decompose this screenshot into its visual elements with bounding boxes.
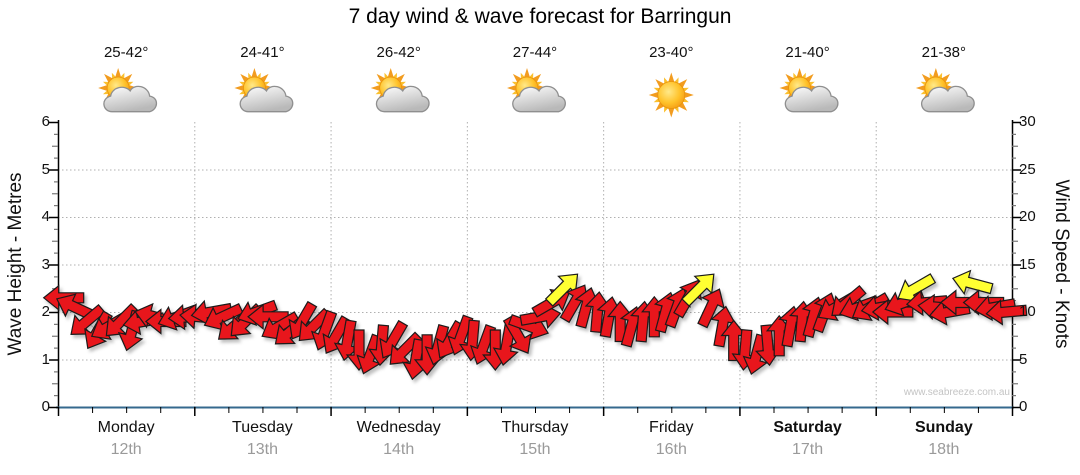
date-label: 18th — [928, 441, 960, 458]
wind-arrow-red — [469, 324, 497, 365]
wind-arrow-red — [105, 302, 140, 337]
wind-arrow-red — [247, 303, 289, 331]
wind-arrow-red — [356, 333, 383, 375]
date-label: 17th — [791, 441, 824, 458]
gridlines — [58, 122, 1012, 407]
partly-cloudy-icon — [98, 68, 158, 113]
wind-arrows — [42, 269, 1028, 381]
wind-arrow-red — [985, 299, 1028, 326]
partly-cloudy-icon — [507, 68, 566, 113]
wind-arrow-yellow — [951, 269, 994, 296]
right-axis-tick-label: 15 — [1019, 255, 1036, 273]
left-axis-tick-label: 5 — [41, 160, 50, 178]
wind-arrow-yellow — [681, 273, 715, 307]
left-axis-tick-label: 2 — [41, 303, 50, 320]
date-label: 15th — [519, 441, 551, 458]
day-label: Monday — [97, 419, 155, 436]
left-axis-tick-label: 6 — [41, 113, 50, 130]
wind-arrow-yellow — [897, 273, 937, 302]
right-axis-tick-label: 30 — [1019, 113, 1036, 130]
wind-arrow-red — [322, 315, 352, 354]
wind-arrow-red — [203, 303, 244, 331]
wind-arrow-red — [697, 288, 725, 329]
temperature-label: 26-42° — [376, 44, 421, 61]
temperature-label: 21-40° — [785, 44, 830, 61]
right-axis-tick-label: 10 — [1019, 303, 1036, 320]
day-label: Tuesday — [232, 419, 293, 436]
temperature-label: 24-41° — [240, 44, 285, 61]
wind-arrow-red — [56, 293, 97, 322]
weather-icon-row — [98, 68, 975, 118]
day-label: Saturday — [773, 419, 842, 436]
wind-arrow-red — [70, 303, 106, 335]
chart-title: 7 day wind & wave forecast for Barringun — [348, 5, 732, 28]
partly-cloudy-icon — [370, 68, 430, 113]
partly-cloudy-icon — [234, 68, 294, 113]
date-label: 13th — [246, 441, 278, 458]
right-axis-tick-label: 20 — [1019, 208, 1036, 225]
day-label: Sunday — [914, 419, 973, 436]
temperature-label: 23-40° — [649, 44, 694, 61]
right-axis-tick-label: 25 — [1019, 160, 1036, 178]
day-label: Wednesday — [356, 419, 441, 436]
day-label: Friday — [649, 419, 694, 436]
wind-arrow-red — [710, 305, 737, 348]
right-axis-tick-label: 5 — [1019, 350, 1028, 368]
right-axis-tick-label: 0 — [1019, 398, 1028, 415]
watermark: www.seabreeze.com.au — [903, 387, 1010, 398]
wind-arrow-red — [584, 291, 612, 334]
date-label: 16th — [655, 441, 687, 458]
day-label: Thursday — [501, 419, 569, 436]
temperature-label: 27-44° — [512, 44, 558, 61]
axes — [49, 120, 1021, 416]
date-label: 12th — [110, 441, 142, 458]
left-axis-tick-label: 1 — [41, 350, 50, 368]
partly-cloudy-icon — [779, 68, 839, 113]
partly-cloudy-icon — [915, 68, 975, 113]
temperature-label: 25-42° — [103, 44, 149, 61]
left-axis-tick-label: 4 — [41, 208, 50, 225]
wind-arrow-yellow — [544, 273, 579, 307]
left-axis-tick-label: 3 — [41, 255, 50, 273]
temperature-label: 21-38° — [921, 44, 967, 61]
wind-arrow-red — [742, 333, 769, 376]
left-axis-tick-label: 0 — [41, 398, 50, 415]
wind-arrow-red — [333, 319, 360, 362]
sunny-icon — [648, 72, 694, 118]
date-label: 14th — [383, 441, 415, 458]
